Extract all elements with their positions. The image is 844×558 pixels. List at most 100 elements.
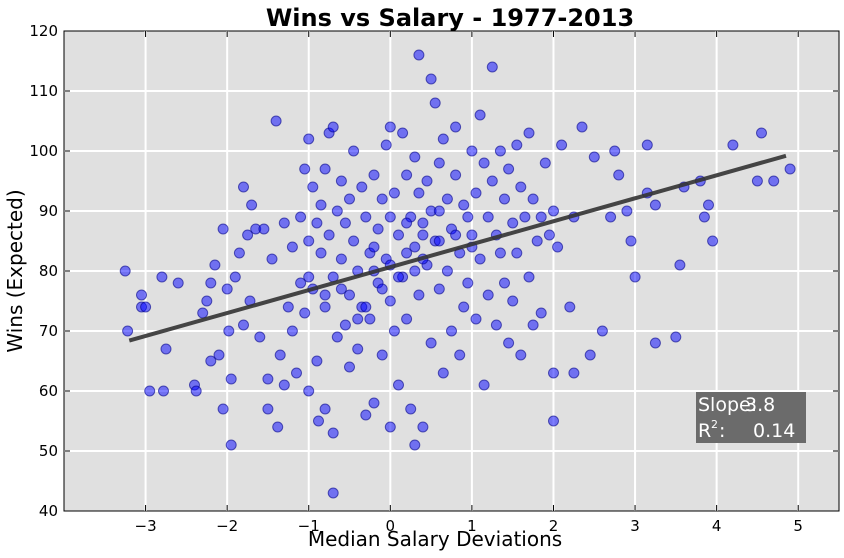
data-point bbox=[372, 223, 384, 235]
data-point bbox=[221, 283, 233, 295]
data-point bbox=[311, 355, 323, 367]
data-point bbox=[213, 349, 225, 361]
r2-value: 0.14 bbox=[753, 420, 795, 442]
data-point bbox=[450, 169, 462, 181]
y-tick-label: 80 bbox=[39, 262, 58, 280]
data-point bbox=[515, 349, 527, 361]
data-point bbox=[225, 373, 237, 385]
data-point bbox=[401, 169, 413, 181]
x-tick-label: 3 bbox=[630, 517, 640, 535]
data-point bbox=[286, 241, 298, 253]
y-tick-label: 110 bbox=[29, 82, 58, 100]
data-point bbox=[413, 289, 425, 301]
data-point bbox=[393, 229, 404, 241]
data-point bbox=[384, 295, 396, 307]
data-point bbox=[417, 421, 429, 433]
data-point bbox=[409, 439, 421, 451]
data-point bbox=[605, 211, 617, 223]
data-point bbox=[523, 271, 535, 283]
x-tick-label: 4 bbox=[712, 517, 722, 535]
data-point bbox=[364, 313, 376, 325]
data-point bbox=[466, 145, 478, 157]
data-point bbox=[388, 187, 400, 199]
r2-superscript: 2 bbox=[711, 418, 718, 431]
data-point bbox=[122, 325, 134, 337]
data-point bbox=[238, 319, 249, 331]
data-point bbox=[425, 337, 437, 349]
data-point bbox=[401, 247, 413, 259]
data-point bbox=[384, 211, 396, 223]
data-point bbox=[246, 199, 258, 211]
data-point bbox=[437, 367, 449, 379]
data-point bbox=[556, 139, 568, 151]
data-point bbox=[417, 229, 429, 241]
data-point bbox=[201, 295, 213, 307]
data-point bbox=[397, 127, 409, 139]
data-point bbox=[413, 187, 425, 199]
data-point bbox=[266, 253, 278, 265]
data-point bbox=[641, 139, 653, 151]
data-point bbox=[433, 283, 445, 295]
data-point bbox=[486, 175, 498, 187]
data-point bbox=[311, 217, 323, 229]
data-point bbox=[295, 211, 307, 223]
x-tick-label: 5 bbox=[793, 517, 803, 535]
data-point bbox=[136, 289, 147, 301]
data-point bbox=[299, 163, 311, 175]
data-point bbox=[433, 157, 445, 169]
data-point bbox=[539, 157, 551, 169]
data-point bbox=[303, 133, 315, 145]
data-point bbox=[348, 145, 360, 157]
data-point bbox=[274, 349, 286, 361]
chart-title: Wins vs Salary - 1977-2013 bbox=[266, 4, 634, 32]
data-point bbox=[225, 439, 237, 451]
data-point bbox=[441, 265, 453, 277]
data-point bbox=[254, 331, 266, 343]
data-point bbox=[376, 349, 388, 361]
data-point bbox=[494, 145, 506, 157]
data-point bbox=[262, 403, 274, 415]
data-point bbox=[282, 301, 294, 313]
data-point bbox=[401, 217, 413, 229]
data-point bbox=[393, 379, 404, 391]
data-point bbox=[205, 355, 217, 367]
data-point bbox=[564, 301, 576, 313]
data-point bbox=[454, 349, 466, 361]
data-point bbox=[511, 247, 523, 259]
data-point bbox=[621, 205, 633, 217]
data-point bbox=[303, 271, 315, 283]
data-point bbox=[609, 145, 621, 157]
data-point bbox=[384, 121, 396, 133]
data-point bbox=[698, 211, 710, 223]
data-point bbox=[331, 331, 343, 343]
data-point bbox=[295, 277, 307, 289]
data-point bbox=[629, 271, 641, 283]
data-point bbox=[319, 301, 331, 313]
data-point bbox=[486, 61, 498, 73]
data-point bbox=[784, 163, 796, 175]
data-points bbox=[119, 49, 796, 499]
data-point bbox=[649, 337, 661, 349]
data-point bbox=[466, 229, 478, 241]
data-point bbox=[450, 229, 462, 241]
data-point bbox=[319, 403, 331, 415]
data-point bbox=[535, 307, 547, 319]
r2-colon: : bbox=[719, 420, 725, 442]
data-point bbox=[323, 229, 335, 241]
data-point bbox=[360, 211, 372, 223]
y-tick-label: 100 bbox=[29, 142, 58, 160]
data-point bbox=[596, 325, 608, 337]
data-point bbox=[368, 169, 380, 181]
data-point bbox=[270, 115, 282, 127]
data-point bbox=[613, 169, 625, 181]
data-point bbox=[303, 235, 315, 247]
data-point bbox=[291, 367, 302, 379]
data-point bbox=[478, 379, 490, 391]
data-point bbox=[670, 331, 682, 343]
data-point bbox=[299, 307, 311, 319]
data-point bbox=[339, 319, 351, 331]
data-point bbox=[286, 325, 298, 337]
data-point bbox=[474, 253, 486, 265]
data-point bbox=[446, 325, 457, 337]
data-point bbox=[519, 211, 531, 223]
